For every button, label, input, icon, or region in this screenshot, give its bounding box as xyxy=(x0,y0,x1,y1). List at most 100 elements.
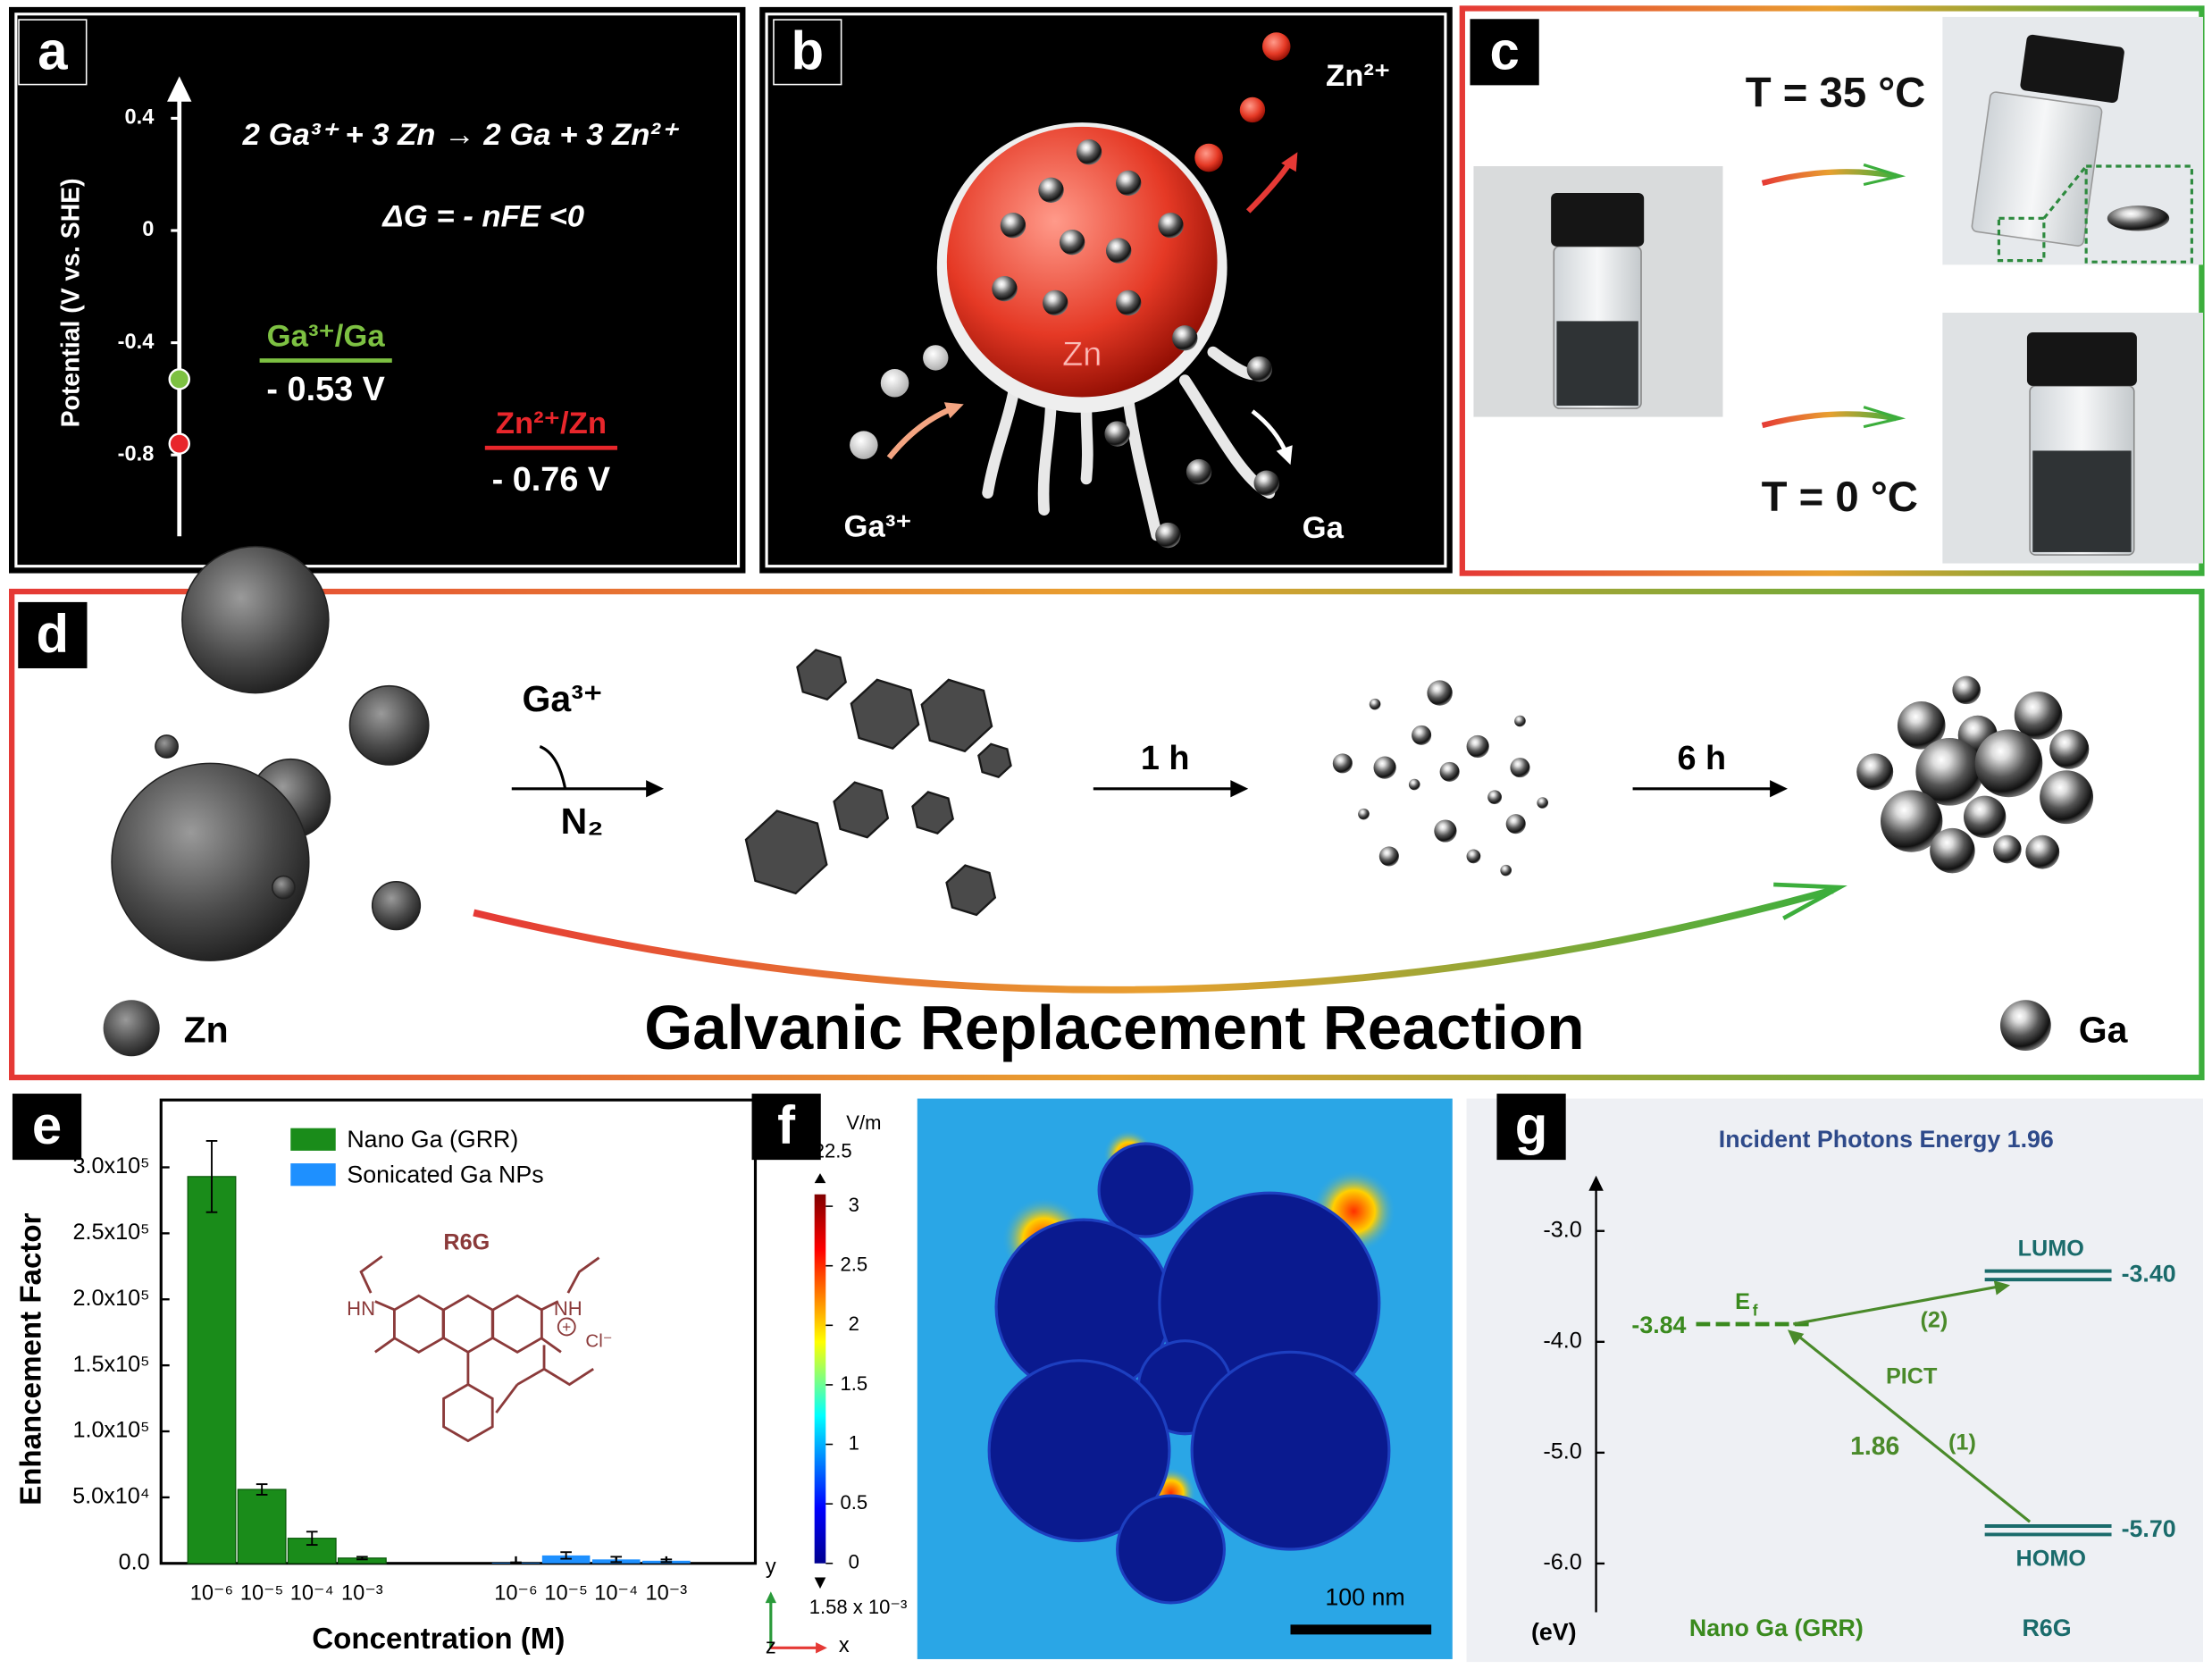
ga-droplet xyxy=(1930,827,1975,874)
ga-droplet xyxy=(992,275,1018,302)
y-tick-label: 1.0x10⁵ xyxy=(72,1418,149,1443)
arrow-head xyxy=(1773,882,1848,920)
y-tick-label: 0 xyxy=(142,218,154,241)
free-energy: ΔG = - nFE <0 xyxy=(381,199,584,233)
ga-nanodroplet xyxy=(1510,758,1530,778)
arrow-head xyxy=(1770,780,1788,798)
potential-point xyxy=(168,432,190,455)
arrow xyxy=(1761,411,1897,429)
charge-label: + xyxy=(562,1318,571,1336)
vial-cap xyxy=(2026,332,2137,386)
ga-droplet xyxy=(1856,753,1894,791)
transition-label: (2) xyxy=(1920,1307,1948,1332)
ga-ion xyxy=(850,431,878,459)
hook xyxy=(539,745,567,790)
ga-droplet xyxy=(1059,229,1085,256)
time-label: 6 h xyxy=(1677,740,1726,777)
molecule-bond xyxy=(374,1300,396,1312)
vial-cap xyxy=(2020,34,2124,104)
ga-droplet xyxy=(1253,470,1279,496)
atom-label: NH xyxy=(554,1297,582,1320)
arrow-head xyxy=(646,780,665,798)
ga-droplet xyxy=(1974,729,2043,798)
ga-droplet xyxy=(1993,834,2022,864)
molecule-bond xyxy=(495,1383,519,1413)
y-tick-label: 5.0x10⁴ xyxy=(72,1484,150,1509)
arrow-head xyxy=(1787,1329,1805,1346)
max-arrow xyxy=(814,1173,826,1184)
level-value: -5.70 xyxy=(2122,1515,2176,1542)
product-label: Ga xyxy=(1303,511,1345,545)
zoom-line xyxy=(2042,165,2088,220)
arrow-head xyxy=(1993,1280,2011,1296)
couple-label: Zn²⁺/Zn xyxy=(496,407,607,440)
arrow xyxy=(1761,169,1897,186)
molecule-ring xyxy=(442,1294,494,1354)
arrow-head xyxy=(1276,445,1293,465)
y-tick-label: 2.5x10⁵ xyxy=(72,1220,149,1245)
panel-label: b xyxy=(792,21,825,80)
ga-droplet xyxy=(1172,325,1198,351)
temperature-label: T = 35 °C xyxy=(1746,70,1926,117)
ga-droplet xyxy=(1000,213,1026,239)
molecule-bond xyxy=(566,1256,600,1294)
ga-nanodroplet xyxy=(1427,680,1453,706)
ga-droplet xyxy=(1116,289,1142,316)
arrow-head xyxy=(1281,152,1298,172)
level-value: -3.84 xyxy=(1631,1312,1686,1338)
y-tick-label: 0.4 xyxy=(125,106,155,130)
colorbar-tick-label: 0.5 xyxy=(841,1491,868,1514)
legend-label: Ga xyxy=(2079,1009,2129,1050)
arrow xyxy=(886,406,954,460)
ga-nanodroplet xyxy=(1514,715,1526,727)
equation: 2 Ga³⁺ + 3 Zn → 2 Ga + 3 Zn²⁺ xyxy=(242,118,680,152)
counterion-label: Cl⁻ xyxy=(585,1331,612,1352)
min-arrow xyxy=(814,1577,826,1589)
y-tick-label: -0.8 xyxy=(118,442,155,465)
panel-label-bg xyxy=(18,19,88,86)
colorbar-tick-label: 1 xyxy=(849,1431,859,1454)
transition-label: 1.86 xyxy=(1850,1432,1899,1461)
bar xyxy=(237,1489,287,1564)
molecule-bond xyxy=(359,1254,383,1294)
vial-liquid xyxy=(2032,450,2132,552)
molecule-ring xyxy=(442,1382,494,1443)
ga-droplet xyxy=(2049,729,2090,769)
y-tick-label: -5.0 xyxy=(1543,1439,1581,1464)
ga-nanodroplet xyxy=(1332,753,1353,774)
panel-d-frame xyxy=(9,588,2205,1081)
nanoparticle xyxy=(987,1359,1171,1543)
ga-drop xyxy=(2107,205,2170,231)
ion-label: Zn²⁺ xyxy=(1326,59,1390,93)
panel-label-bg xyxy=(1496,1094,1566,1161)
arrow-head xyxy=(1863,406,1906,429)
y-axis-label: (eV) xyxy=(1531,1619,1577,1646)
ga-nanodroplet xyxy=(1358,808,1370,820)
ga-droplet xyxy=(2040,770,2094,825)
zn-octahedron xyxy=(977,742,1012,779)
ga-ion xyxy=(880,369,909,398)
legend-label: Sonicated Ga NPs xyxy=(347,1161,543,1187)
chart-title: Incident Photons Energy 1.96 xyxy=(1719,1126,2054,1153)
bar xyxy=(287,1538,337,1564)
zn-ion xyxy=(1239,96,1266,123)
zn-particle xyxy=(181,545,330,694)
ga-droplet xyxy=(1246,356,1273,382)
reagent-label: Ga³⁺ xyxy=(523,678,603,719)
ga-nanodroplet xyxy=(1537,797,1548,809)
vial-cap xyxy=(1551,192,1645,247)
x-tick-label: 10⁻⁵ xyxy=(240,1582,284,1606)
x-tick-label: 10⁻³ xyxy=(341,1582,383,1606)
transition-label: (1) xyxy=(1948,1430,1976,1455)
molecule-label: R6G xyxy=(443,1230,490,1255)
ga-droplet xyxy=(1076,139,1102,165)
x-axis-label: Concentration (M) xyxy=(312,1623,565,1656)
x-tick-label: 10⁻⁶ xyxy=(190,1582,233,1606)
zn-octahedron xyxy=(911,791,954,834)
ga-droplet xyxy=(1881,790,1943,852)
colorbar-tick-label: 0 xyxy=(849,1551,859,1573)
panel-label: a xyxy=(38,21,68,80)
ga-droplet xyxy=(1186,458,1212,485)
legend-swatch xyxy=(290,1163,336,1187)
arrow-head xyxy=(765,1591,776,1604)
